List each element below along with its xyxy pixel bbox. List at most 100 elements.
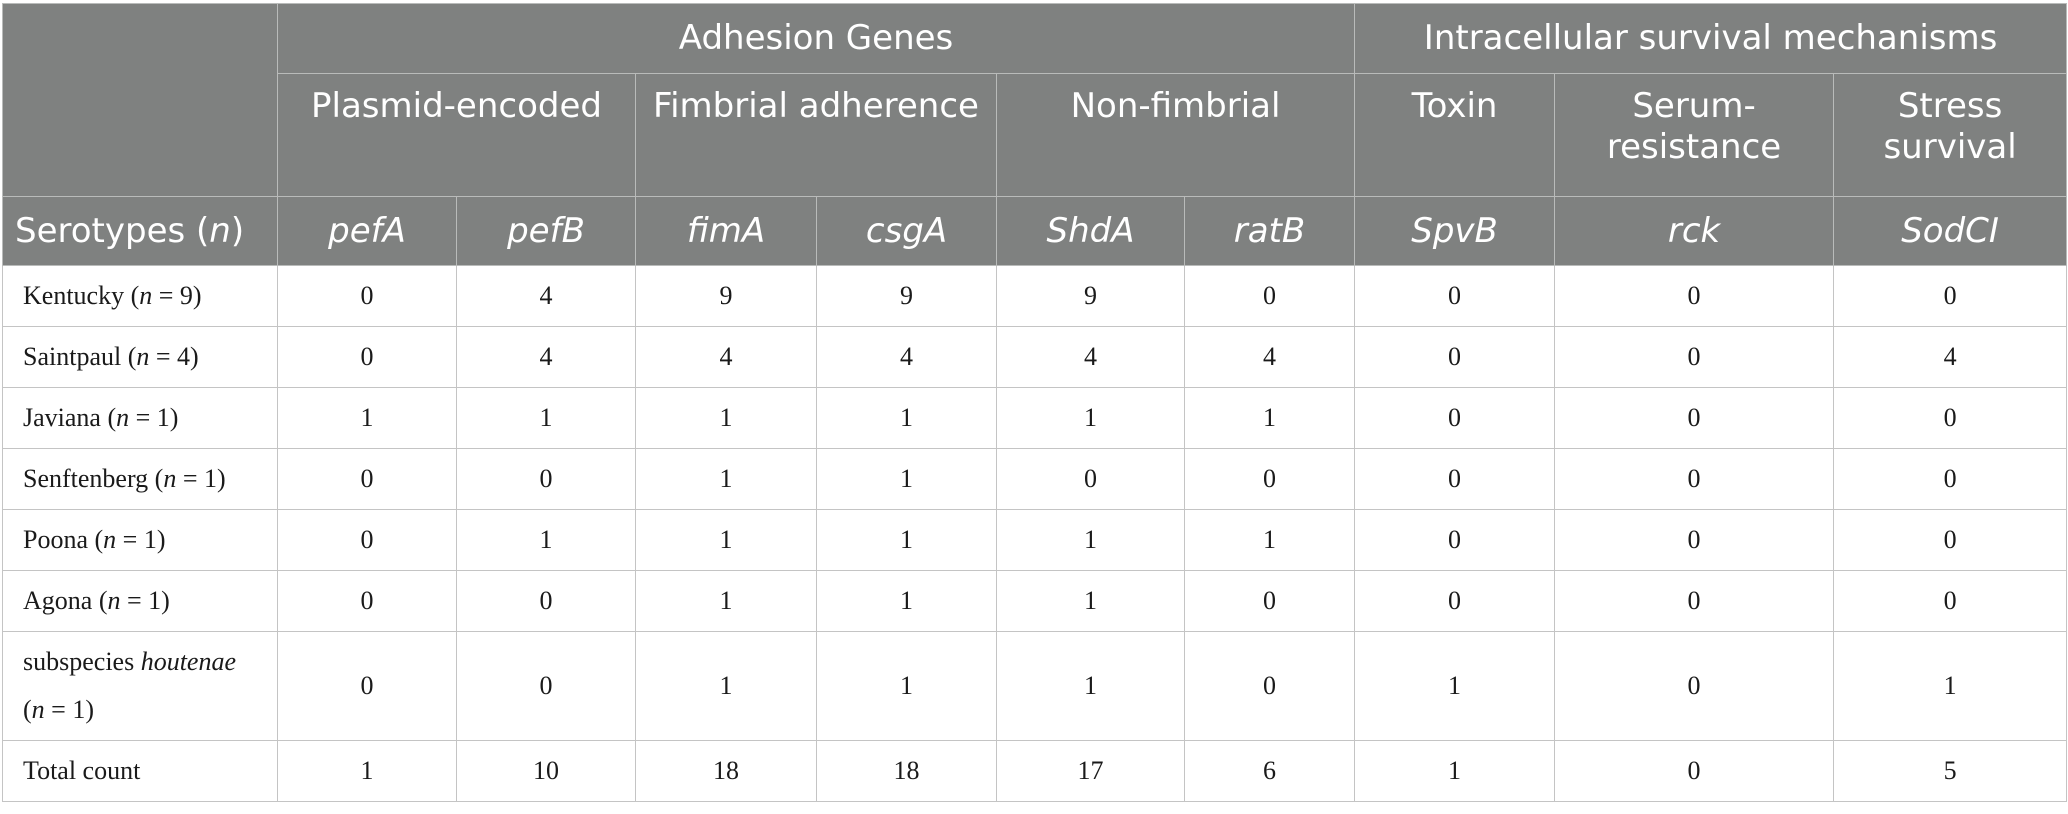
gene-header: SodCI: [1833, 196, 2068, 266]
serotype-name: Senftenberg (: [23, 464, 164, 493]
gene-header: rck: [1554, 196, 1835, 266]
serotype-name-cell: Senftenberg (n = 1): [2, 448, 278, 510]
count-cell: 0: [456, 570, 636, 632]
n-equals: =: [176, 464, 204, 493]
count-cell: 0: [1354, 326, 1556, 388]
n-equals: =: [152, 281, 180, 310]
serotype-name: Saintpaul (: [23, 342, 137, 371]
count-cell: 1: [277, 387, 457, 449]
subheader-fimbrial: Fimbrial adherence: [635, 73, 997, 197]
close-paren: ): [216, 464, 226, 493]
subheader-plasmid: Plasmid-encoded: [277, 73, 636, 197]
gene-header: ratB: [1183, 196, 1356, 266]
count-cell: 1: [816, 570, 997, 632]
count-cell: 1: [996, 387, 1185, 449]
count-cell: 0: [1354, 509, 1556, 571]
table-row: Saintpaul (n = 4) 0 4 4 4 4 4 0 0 4: [2, 326, 2068, 388]
serotype-name-cell: Javiana (n = 1): [2, 387, 278, 449]
count-cell: 0: [1554, 326, 1835, 388]
serotypes-n: n: [209, 210, 231, 251]
total-count-cell: 1: [1354, 740, 1556, 802]
count-cell: 4: [1183, 326, 1356, 388]
count-cell: 0: [277, 326, 457, 388]
n-value: 4: [177, 342, 191, 371]
count-cell: 9: [816, 265, 997, 327]
n-symbol: n: [163, 464, 177, 493]
gene-header: SpvB: [1354, 196, 1556, 266]
close-paren: ): [85, 695, 95, 724]
n-symbol: n: [31, 695, 45, 724]
serotypes-header: Serotypes (n): [2, 196, 278, 266]
serotype-name-after: (: [23, 695, 32, 724]
n-equals: =: [116, 525, 144, 554]
count-cell: 1: [1833, 631, 2068, 741]
n-symbol: n: [103, 525, 117, 554]
count-cell: 0: [277, 265, 457, 327]
total-count-cell: 1: [277, 740, 457, 802]
gene-header: pefB: [456, 196, 636, 266]
group-header-adhesion: Adhesion Genes: [276, 3, 1356, 74]
group-header-intracellular: Intracellular survival mechanisms: [1354, 3, 2068, 74]
count-cell: 1: [456, 387, 636, 449]
count-cell: 0: [277, 448, 457, 510]
count-cell: 4: [456, 326, 636, 388]
count-cell: 1: [635, 631, 817, 741]
table-row: subspecies houtenae (n = 1) 0 0 1 1 1 0 1 0 1: [2, 631, 2068, 741]
count-cell: 1: [816, 509, 997, 571]
count-cell: 0: [1354, 387, 1556, 449]
count-cell: 0: [277, 509, 457, 571]
table-row: Senftenberg (n = 1) 0 0 1 1 0 0 0 0 0: [2, 448, 2068, 510]
total-count-cell: 5: [1833, 740, 2068, 802]
count-cell: 0: [1354, 570, 1556, 632]
n-equals: =: [149, 342, 178, 371]
count-cell: 0: [1183, 631, 1356, 741]
count-cell: 4: [1833, 326, 2068, 388]
n-symbol: n: [107, 586, 121, 615]
count-cell: 0: [1183, 265, 1356, 327]
table-body: Kentucky (n = 9) 0 4 9 9 9 0 0 0 0 Saintpaul (n = …: [2, 265, 2068, 802]
subheader-non-fimbrial: Non-fimbrial: [995, 73, 1356, 197]
count-cell: 0: [456, 631, 636, 741]
serotype-name-cell: Agona (n = 1): [2, 570, 278, 632]
gene-header: ShdA: [996, 196, 1185, 266]
n-equals: =: [44, 695, 73, 724]
table-row: Javiana (n = 1) 1 1 1 1 1 1 0 0 0: [2, 387, 2068, 449]
count-cell: 4: [816, 326, 997, 388]
n-value: 1: [72, 695, 86, 724]
serotype-name-cell: subspecies houtenae (n = 1): [2, 631, 278, 741]
close-paren: ): [192, 281, 202, 310]
count-cell: 0: [456, 448, 636, 510]
count-cell: 0: [996, 448, 1185, 510]
subheader-serum-resistance: Serum-resistance: [1554, 73, 1835, 197]
count-cell: 0: [1833, 448, 2068, 510]
count-cell: 1: [816, 631, 997, 741]
table-row: Poona (n = 1) 0 1 1 1 1 1 0 0 0: [2, 509, 2068, 571]
subheader-stress-survival: Stress survival: [1833, 73, 2068, 197]
n-value: 1: [156, 403, 170, 432]
count-cell: 4: [996, 326, 1185, 388]
corner-header-cell: [2, 3, 278, 197]
n-value: 1: [143, 525, 157, 554]
count-cell: 0: [1554, 509, 1835, 571]
close-paren: ): [169, 403, 179, 432]
count-cell: 1: [996, 570, 1185, 632]
total-count-cell: 0: [1554, 740, 1835, 802]
count-cell: 0: [277, 631, 457, 741]
serotypes-prefix: Serotypes (: [15, 210, 210, 251]
count-cell: 0: [1554, 387, 1835, 449]
count-cell: 0: [1833, 265, 2068, 327]
close-paren: ): [161, 586, 170, 615]
count-cell: 0: [1354, 265, 1556, 327]
total-count-cell: 18: [816, 740, 997, 802]
n-symbol: n: [139, 281, 153, 310]
serotype-name-italic: houtenae: [140, 647, 237, 676]
gene-header: csgA: [816, 196, 997, 266]
count-cell: 0: [1833, 509, 2068, 571]
n-value: 1: [203, 464, 217, 493]
count-cell: 1: [635, 509, 817, 571]
count-cell: 1: [996, 509, 1185, 571]
count-cell: 9: [996, 265, 1185, 327]
n-value: 9: [179, 281, 193, 310]
count-cell: 1: [1183, 387, 1356, 449]
count-cell: 4: [456, 265, 636, 327]
